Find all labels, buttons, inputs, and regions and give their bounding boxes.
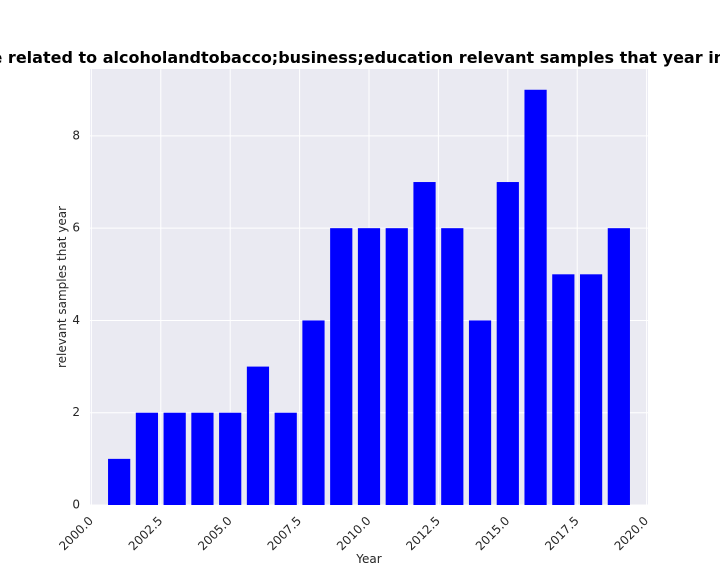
bar-2009 xyxy=(330,228,353,505)
bar-2007 xyxy=(274,412,297,505)
x-tick-label: 2017.5 xyxy=(542,514,582,554)
chart-title: ies are related to alcoholandtobacco;bus… xyxy=(0,48,720,67)
bar-2004 xyxy=(191,412,214,505)
x-tick-label: 2007.5 xyxy=(265,514,305,554)
x-tick-label: 2010.0 xyxy=(334,514,374,554)
bar-2017 xyxy=(552,274,575,505)
x-axis-ticks: 2000.0 2002.5 2005.0 2007.5 2010.0 2012.5 2015… xyxy=(56,514,651,554)
bar-2003 xyxy=(163,412,186,505)
x-tick-label: 2012.5 xyxy=(403,514,443,554)
x-tick-label: 2020.0 xyxy=(612,514,652,554)
bar-2016 xyxy=(524,89,547,505)
x-tick-label: 2015.0 xyxy=(473,514,513,554)
bar-2012 xyxy=(413,182,436,505)
x-tick-label: 2000.0 xyxy=(56,514,96,554)
bar-2019 xyxy=(607,228,630,505)
y-tick-label: 8 xyxy=(72,128,80,142)
bar-2011 xyxy=(385,228,408,505)
y-tick-label: 2 xyxy=(72,405,80,419)
bar-2002 xyxy=(135,412,159,505)
bar-2015 xyxy=(496,182,519,505)
bar-2008 xyxy=(302,320,325,505)
x-tick-label: 2002.5 xyxy=(126,514,166,554)
y-tick-label: 4 xyxy=(72,313,80,327)
y-axis-ticks: 0 2 4 6 8 xyxy=(72,128,80,511)
bar-2010 xyxy=(357,228,381,505)
bar-2006 xyxy=(246,366,270,505)
bar-2005 xyxy=(219,412,242,505)
y-tick-label: 6 xyxy=(72,221,80,235)
x-axis-label: Year xyxy=(355,552,381,566)
x-tick-label: 2005.0 xyxy=(195,514,235,554)
bar-2001 xyxy=(108,458,131,505)
y-axis-label: relevant samples that year xyxy=(55,206,69,368)
bars xyxy=(108,89,630,505)
bar-2018 xyxy=(579,274,603,505)
y-tick-label: 0 xyxy=(72,498,80,512)
bar-2014 xyxy=(468,320,492,505)
bar-2013 xyxy=(441,228,464,505)
